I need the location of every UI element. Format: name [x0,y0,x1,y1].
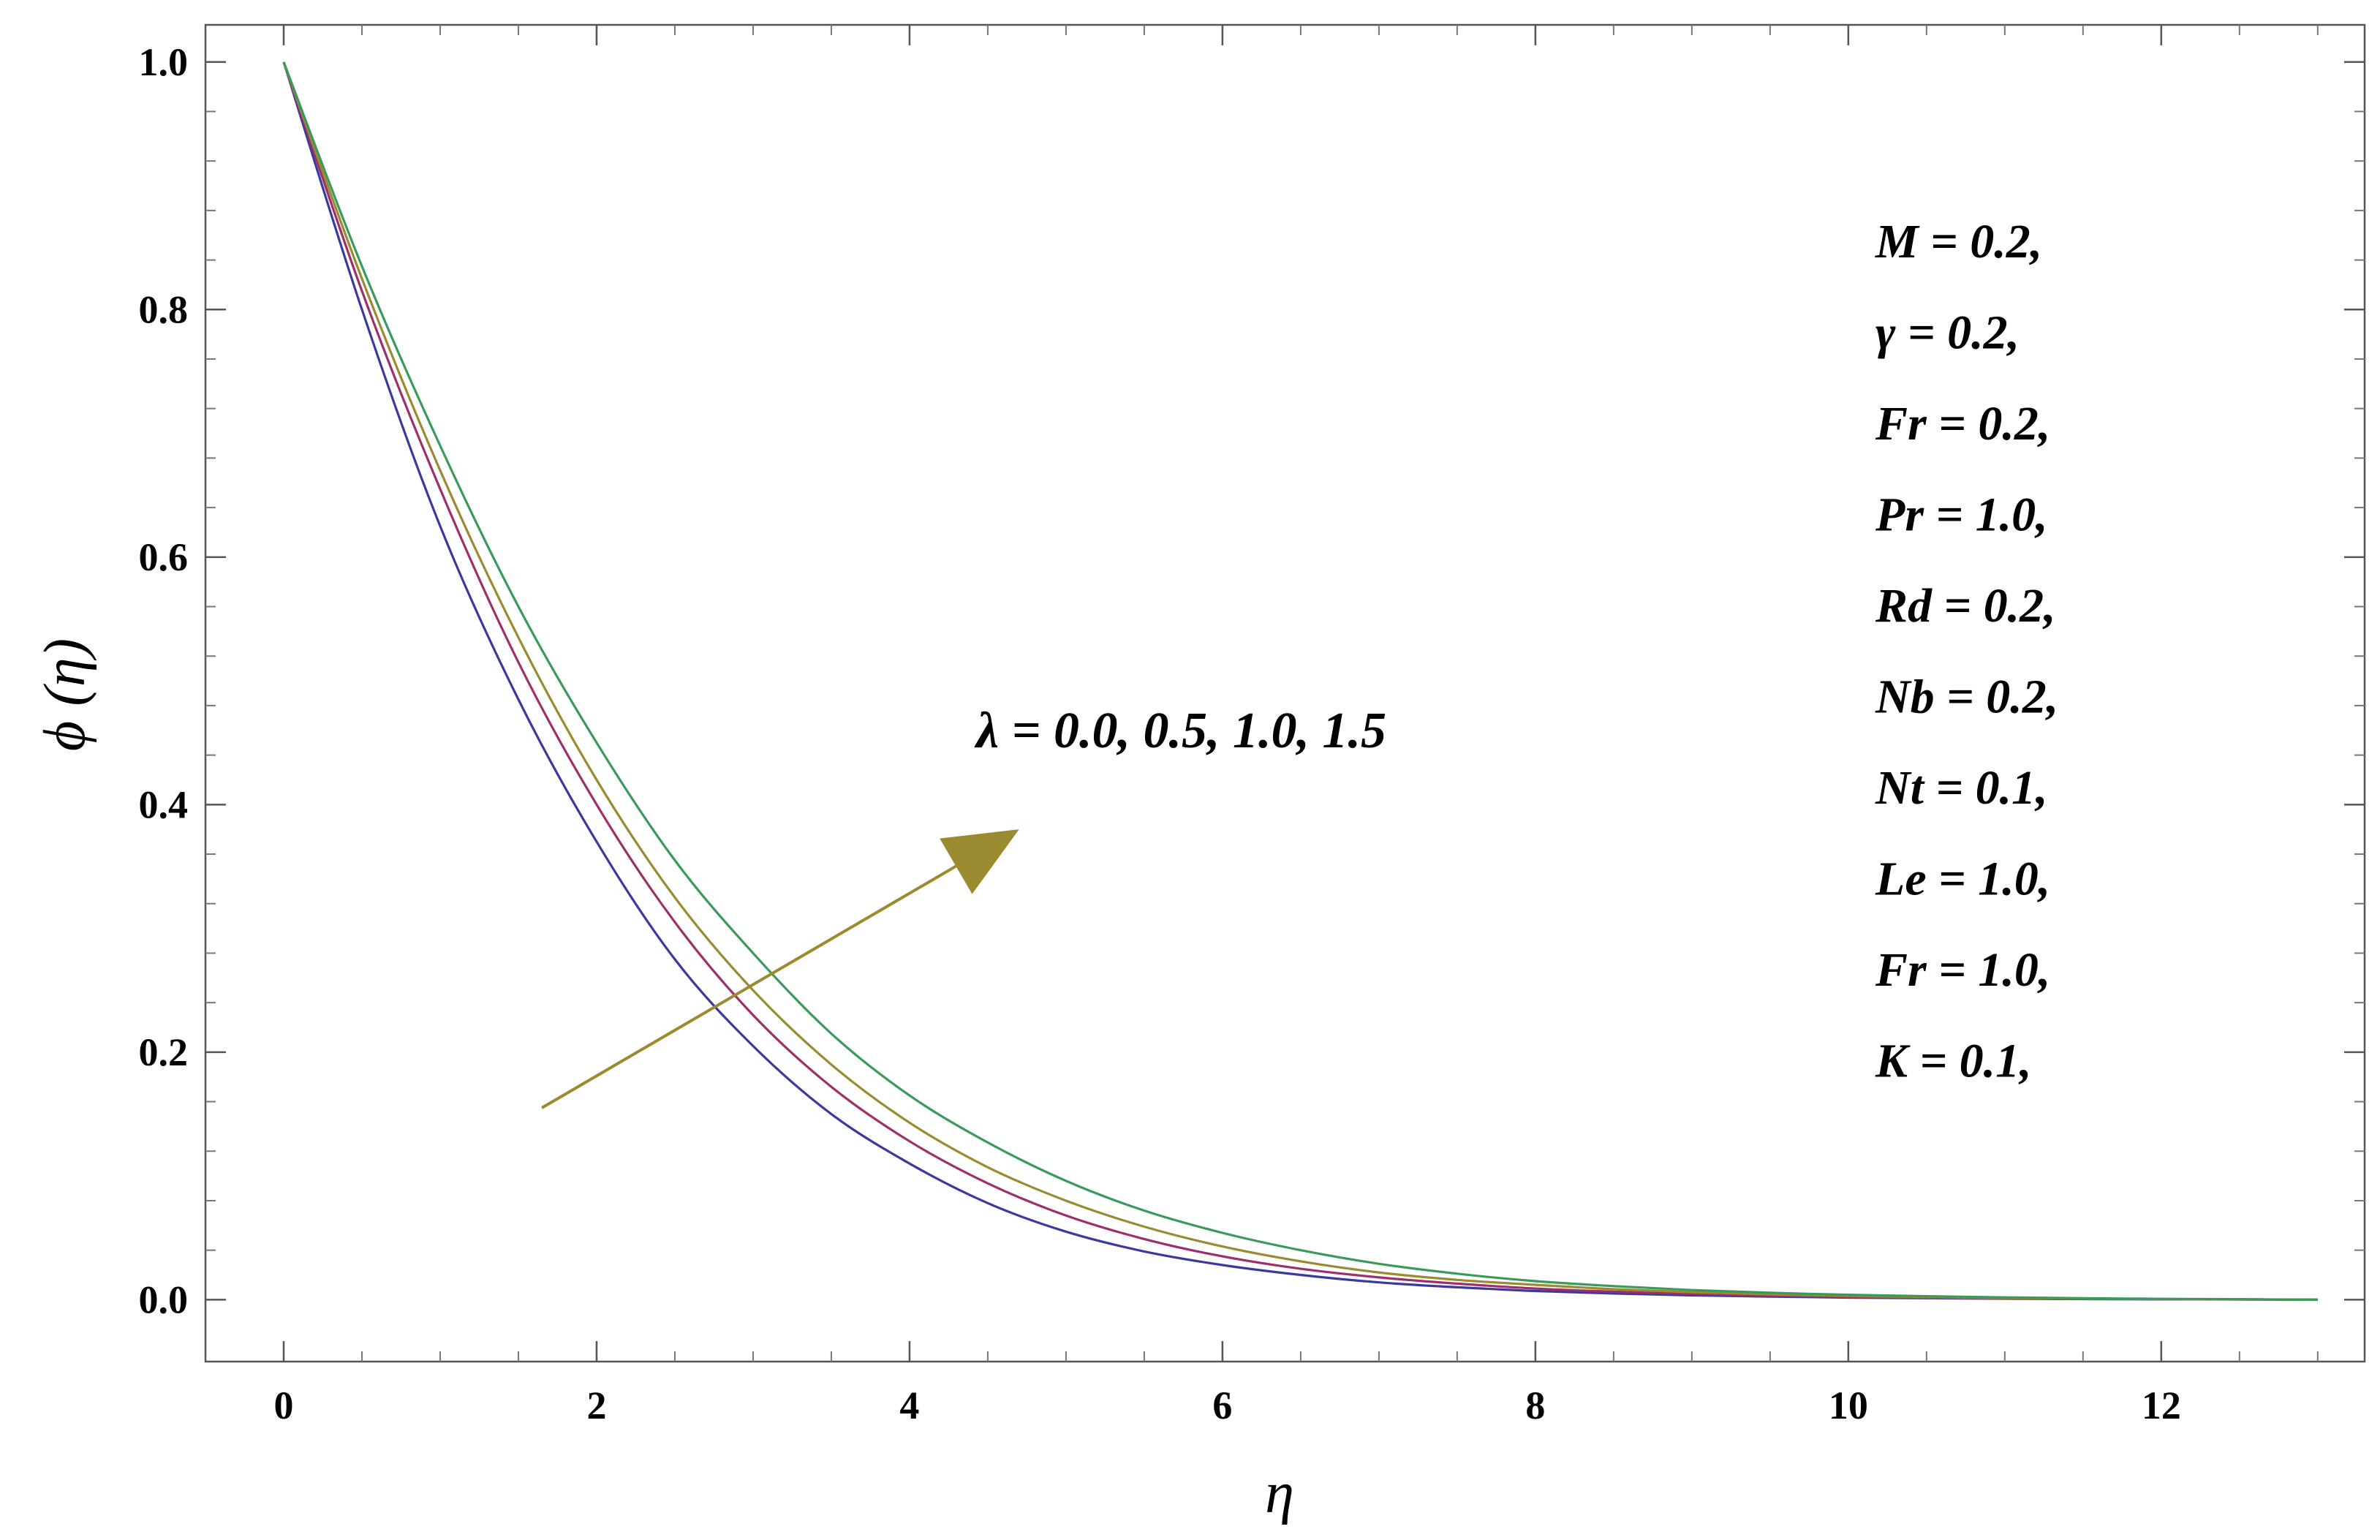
parameter-4: Pr = 1.0, [1875,488,2048,542]
y-tick-label: 0.2 [139,1030,189,1074]
y-tick-label: 1.0 [139,40,189,84]
parameter-10: K = 0.1, [1875,1035,2032,1088]
series-line-4 [282,61,2318,1301]
parameter-8: Le = 1.0, [1875,853,2050,906]
parameter-2: γ = 0.2, [1875,306,2020,360]
y-tick-label: 0.6 [139,535,189,579]
parameter-1: M = 0.2, [1875,215,2042,268]
x-axis-label: η [1265,1461,1294,1525]
lambda-annotation: λ = 0.0, 0.5, 1.0, 1.5 [974,703,1386,759]
x-tick-label: 12 [2142,1384,2181,1427]
x-tick-labels: 0 2 4 6 8 10 12 [273,1384,2180,1427]
x-tick-label: 4 [899,1384,919,1427]
axis-ticks [205,25,2365,1362]
y-axis-label: ϕ (η) [33,638,97,751]
x-tick-label: 2 [586,1384,606,1427]
parameter-list: M = 0.2, γ = 0.2, Fr = 0.2, Pr = 1.0, Rd = 0… [1875,215,2058,1088]
y-tick-labels: 0.0 0.2 0.4 0.6 0.8 1.0 [139,40,189,1322]
lambda-arrow [541,829,1019,1109]
x-tick-label: 10 [1829,1384,1868,1427]
y-tick-label: 0.0 [139,1277,189,1321]
arrow-shaft [541,864,957,1109]
parameter-3: Fr = 0.2, [1875,397,2050,450]
parameter-7: Nt = 0.1, [1875,761,2048,815]
parameter-9: Fr = 1.0, [1875,943,2050,997]
x-tick-label: 6 [1212,1384,1232,1427]
arrow-head [940,829,1019,894]
plot-frame [204,23,2366,1363]
parameter-6: Nb = 0.2, [1875,671,2058,724]
y-tick-label: 0.4 [139,782,189,826]
y-tick-label: 0.8 [139,287,189,331]
parameter-5: Rd = 0.2, [1875,579,2056,633]
x-tick-label: 0 [273,1384,293,1427]
series-lines [282,61,2318,1301]
x-tick-label: 8 [1525,1384,1545,1427]
